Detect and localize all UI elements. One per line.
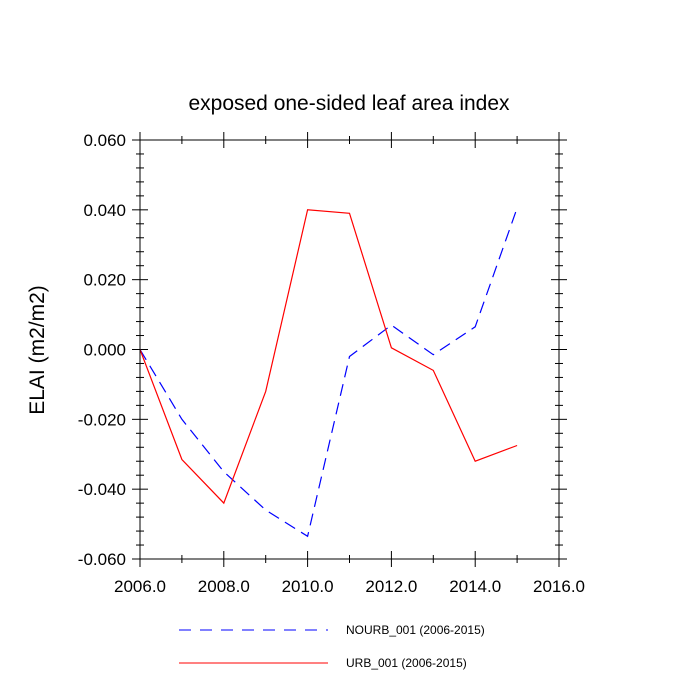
series-line-nourb-001 (139, 207, 518, 538)
y-axis-label: ELAI (m2/m2) (26, 285, 49, 415)
y-tick-label: 0.000 (83, 341, 126, 360)
y-tick-label: -0.020 (78, 410, 126, 429)
y-tick-label: 0.060 (83, 131, 126, 150)
series-line-urb-001 (139, 209, 518, 505)
y-tick-label: 0.020 (83, 271, 126, 290)
axis-ticks (132, 132, 567, 567)
x-tick-label: 2014.0 (449, 577, 501, 596)
series-layer (139, 207, 518, 538)
y-tick-label: 0.040 (83, 201, 126, 220)
x-tick-label: 2010.0 (282, 577, 334, 596)
y-tick-label: -0.060 (78, 550, 126, 569)
axis-tick-labels: 2006.0 2008.0 2010.0 2012.0 2014.0 2016.0 -0.0… (78, 131, 585, 596)
x-tick-label: 2012.0 (365, 577, 417, 596)
y-tick-label: -0.040 (78, 480, 126, 499)
x-tick-label: 2008.0 (198, 577, 250, 596)
plot-frame (139, 139, 560, 560)
legend: NOURB_001 (2006-2015) URB_001 (2006-2015) (179, 623, 485, 670)
legend-label: URB_001 (2006-2015) (346, 656, 467, 670)
legend-label: NOURB_001 (2006-2015) (346, 623, 485, 637)
x-tick-label: 2016.0 (533, 577, 585, 596)
chart-title: exposed one-sided leaf area index (188, 92, 510, 115)
x-tick-label: 2006.0 (114, 577, 166, 596)
